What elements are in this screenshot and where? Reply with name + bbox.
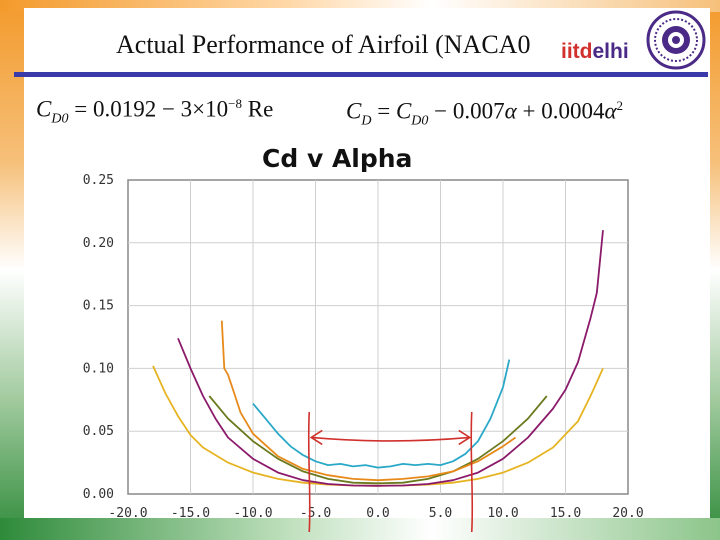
x-tick-label: -10.0 <box>233 506 272 521</box>
y-tick-label: 0.10 <box>83 361 114 376</box>
y-tick-label: 0.00 <box>83 487 114 502</box>
series-orange-line <box>220 320 517 482</box>
flag-border-bottom <box>0 518 720 540</box>
chart-title: Cd v Alpha <box>262 144 413 173</box>
annotation-range-arrow <box>311 436 470 442</box>
x-tick-label: 5.0 <box>429 506 452 521</box>
x-tick-label: -5.0 <box>300 506 331 521</box>
y-tick-label: 0.20 <box>83 236 114 251</box>
x-tick-label: 20.0 <box>612 506 643 521</box>
y-tick-label: 0.25 <box>83 173 114 188</box>
annotation-arrowhead-right <box>458 429 472 446</box>
x-tick-label: -20.0 <box>108 506 147 521</box>
y-tick-label: 0.15 <box>83 299 114 314</box>
title-divider <box>14 72 708 77</box>
logo-delhi: elhi <box>592 40 629 63</box>
series-olive-line <box>208 395 548 485</box>
institute-emblem-icon <box>646 10 706 70</box>
annotation-right-line <box>470 411 474 533</box>
slide-title: Actual Performance of Airfoil (NACA0 <box>116 30 531 59</box>
x-tick-label: 15.0 <box>550 506 581 521</box>
iitd-logo-text: iitdelhi <box>558 40 632 64</box>
annotation-arrowhead-left <box>309 429 323 446</box>
x-tick-label: 10.0 <box>487 506 518 521</box>
logo-iitd: iitd <box>561 40 593 63</box>
formula-cd0: CD0 = 0.0192 − 3×10−8 Re <box>36 96 274 127</box>
y-tick-label: 0.05 <box>83 424 114 439</box>
series-purple-line <box>177 230 604 487</box>
annotation-left-line <box>307 411 311 533</box>
formula-cd: CD = CD0 − 0.007α + 0.0004α2 <box>346 98 624 129</box>
x-tick-label: 0.0 <box>366 506 389 521</box>
x-tick-label: -15.0 <box>171 506 210 521</box>
